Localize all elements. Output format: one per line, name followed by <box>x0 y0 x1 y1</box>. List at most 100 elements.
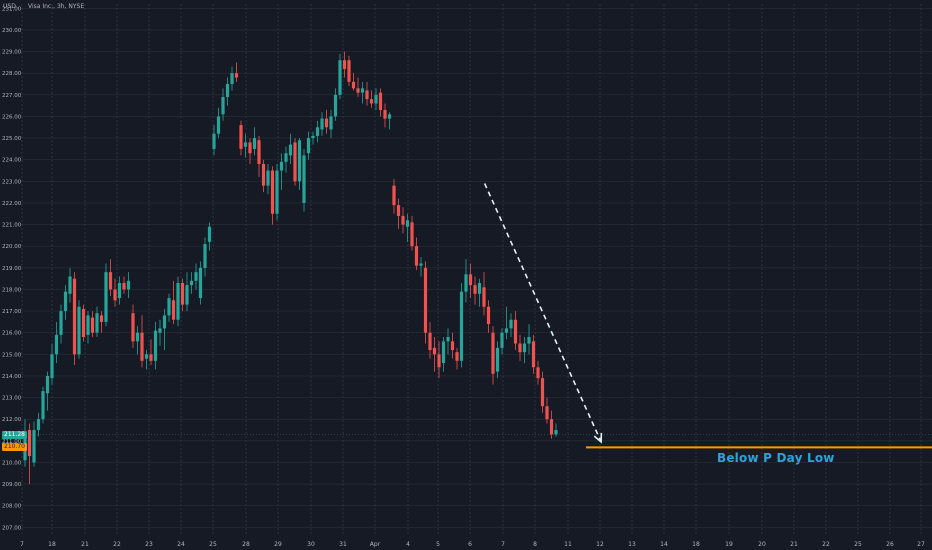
candle-body <box>477 282 482 294</box>
candle-body <box>423 267 428 333</box>
candle-body <box>243 142 248 147</box>
x-tick-label: 4 <box>406 541 410 548</box>
candle-body <box>306 138 311 154</box>
x-tick-label: 19 <box>725 541 733 548</box>
x-tick-label: 11 <box>564 541 572 548</box>
y-tick-label: 225.00 <box>2 136 22 142</box>
candle-body <box>140 332 144 361</box>
candle-body <box>401 215 405 225</box>
candle-body <box>131 313 135 342</box>
x-tick-label: 22 <box>822 541 830 548</box>
candle-body <box>72 278 77 355</box>
candle-body <box>261 164 266 186</box>
candle-body <box>203 244 207 268</box>
y-tick-label: 207.00 <box>2 525 22 531</box>
candle-body <box>387 114 392 119</box>
candle-body <box>207 226 212 242</box>
candle-body <box>194 272 198 281</box>
candle-body <box>450 341 455 351</box>
x-tick-label: 20 <box>758 541 766 548</box>
y-tick-label: 211.00 <box>2 439 22 445</box>
candle-body <box>293 142 297 182</box>
candle-body <box>95 313 99 333</box>
candle-body <box>374 94 378 104</box>
candle-body <box>59 311 63 335</box>
candle-body <box>324 118 329 128</box>
y-tick-label: 219.00 <box>2 266 22 272</box>
x-tick-label: 12 <box>596 541 604 548</box>
y-tick-label: 217.00 <box>2 309 22 315</box>
level-price-label: 210.70 <box>2 443 27 452</box>
x-tick-label: 18 <box>692 541 700 548</box>
candle-body <box>162 315 167 329</box>
candle-body <box>527 337 531 344</box>
y-tick-label: 218.00 <box>2 287 22 293</box>
candle-body <box>149 354 153 361</box>
y-tick-label: 215.00 <box>2 352 22 358</box>
x-tick-label: 23 <box>145 541 153 548</box>
candle-body <box>302 155 306 203</box>
candle-body <box>27 430 32 456</box>
candle-body <box>99 315 104 322</box>
candle-body <box>230 73 234 85</box>
y-tick-label: 230.00 <box>2 28 22 34</box>
x-tick-label: 5 <box>436 541 440 548</box>
candle-body <box>36 419 41 431</box>
candle-body <box>414 246 419 266</box>
x-tick-label: 30 <box>307 541 315 548</box>
candle-body <box>486 306 491 325</box>
y-tick-label: 231.00 <box>2 6 22 12</box>
candle-body <box>482 287 486 307</box>
candle-body <box>545 406 549 420</box>
y-tick-label: 223.00 <box>2 179 22 185</box>
candle-body <box>464 274 468 292</box>
candle-body <box>315 127 320 136</box>
candle-body <box>356 88 360 93</box>
candle-body <box>63 291 68 312</box>
candle-body <box>446 337 450 342</box>
candle-body <box>428 332 432 351</box>
candle-body <box>32 430 36 463</box>
candle-body <box>347 60 351 82</box>
candle-body <box>338 60 342 95</box>
candle-body <box>185 285 189 305</box>
candle-body <box>90 317 95 333</box>
candle-body <box>473 285 477 294</box>
x-tick-label: 25 <box>209 541 217 548</box>
candle-body <box>495 347 500 372</box>
candle-body <box>531 341 536 368</box>
candle-body <box>297 140 302 182</box>
y-tick-label: 226.00 <box>2 114 22 120</box>
candle-body <box>536 367 540 379</box>
x-tick-label: 8 <box>533 541 537 548</box>
candle-body <box>248 142 252 154</box>
below-pday-low-annotation: Below P Day Low <box>717 451 835 466</box>
symbol-info: Visa Inc., 3h, NYSE <box>28 3 85 10</box>
candle-body <box>50 354 54 379</box>
candle-body <box>144 354 149 359</box>
y-tick-label: 209.00 <box>2 482 22 488</box>
x-tick-label: 31 <box>339 541 347 548</box>
x-tick-label: 18 <box>48 541 56 548</box>
y-tick-label: 227.00 <box>2 93 22 99</box>
candle-body <box>171 300 176 320</box>
candle-body <box>509 319 513 329</box>
x-tick-label: 14 <box>660 541 668 548</box>
candle-body <box>549 419 554 435</box>
candle-body <box>104 272 108 322</box>
candle-body <box>275 170 279 214</box>
candle-body <box>522 343 527 353</box>
candle-body <box>216 116 221 134</box>
candle-body <box>68 276 72 294</box>
candle-body <box>383 109 387 119</box>
candle-body <box>41 391 45 420</box>
candle-body <box>257 140 261 165</box>
y-tick-label: 222.00 <box>2 201 22 207</box>
candle-body <box>351 81 356 89</box>
candle-body <box>153 330 158 361</box>
candle-body <box>108 272 113 290</box>
x-tick-label: 25 <box>854 541 862 548</box>
y-tick-label: 224.00 <box>2 158 22 164</box>
candle-body <box>135 332 140 342</box>
